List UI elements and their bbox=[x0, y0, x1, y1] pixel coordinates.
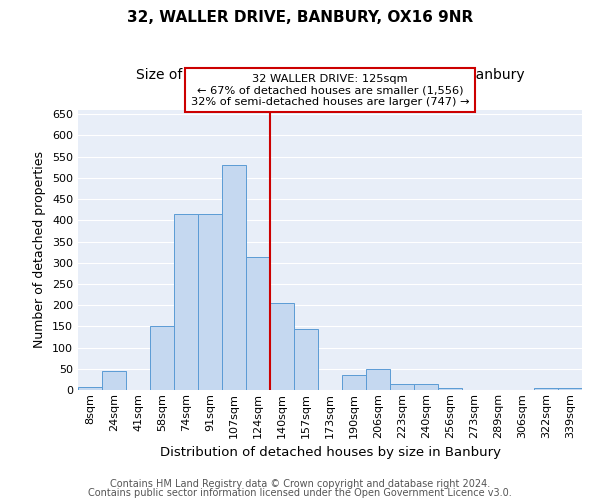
Bar bbox=[438, 388, 462, 390]
Y-axis label: Number of detached properties: Number of detached properties bbox=[34, 152, 46, 348]
Text: Contains public sector information licensed under the Open Government Licence v3: Contains public sector information licen… bbox=[88, 488, 512, 498]
Bar bbox=[390, 384, 414, 390]
Bar bbox=[558, 388, 582, 390]
Bar bbox=[150, 326, 174, 390]
Bar bbox=[366, 369, 390, 390]
Bar bbox=[342, 375, 366, 390]
Text: 32 WALLER DRIVE: 125sqm
← 67% of detached houses are smaller (1,556)
32% of semi: 32 WALLER DRIVE: 125sqm ← 67% of detache… bbox=[191, 74, 469, 107]
Bar bbox=[174, 214, 198, 390]
Bar bbox=[534, 388, 558, 390]
Bar bbox=[270, 303, 294, 390]
Title: Size of property relative to detached houses in Banbury: Size of property relative to detached ho… bbox=[136, 68, 524, 82]
Bar bbox=[78, 386, 102, 390]
Bar bbox=[414, 384, 438, 390]
Bar bbox=[102, 372, 126, 390]
Bar bbox=[246, 257, 270, 390]
Text: 32, WALLER DRIVE, BANBURY, OX16 9NR: 32, WALLER DRIVE, BANBURY, OX16 9NR bbox=[127, 10, 473, 25]
Bar bbox=[222, 165, 246, 390]
Text: Contains HM Land Registry data © Crown copyright and database right 2024.: Contains HM Land Registry data © Crown c… bbox=[110, 479, 490, 489]
X-axis label: Distribution of detached houses by size in Banbury: Distribution of detached houses by size … bbox=[160, 446, 500, 459]
Bar bbox=[294, 329, 318, 390]
Bar bbox=[198, 214, 222, 390]
